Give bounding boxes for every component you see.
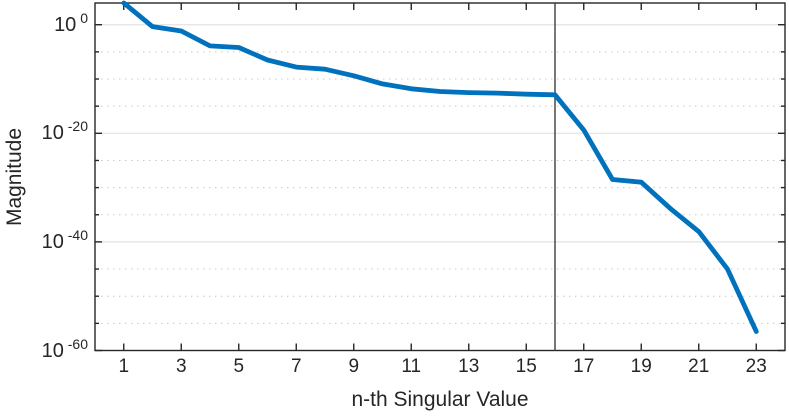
singular-values-line (121, 0, 759, 334)
x-tick-label: 7 (290, 356, 302, 377)
x-tick-label: 3 (175, 356, 187, 377)
x-tick-label: 17 (573, 356, 595, 377)
x-tick-label: 1 (118, 356, 130, 377)
y-tick-exponent: -20 (63, 118, 88, 135)
y-tick-exponent: 0 (76, 9, 88, 26)
y-tick-base: 10 (41, 230, 64, 253)
x-axis-title: n-th Singular Value (351, 388, 529, 411)
y-tick-label: 10 -20 (0, 118, 88, 146)
y-tick-exponent: -40 (63, 226, 88, 243)
y-tick-base: 10 (54, 13, 77, 36)
plot-box (94, 2, 786, 352)
y-tick-label: 10 0 (0, 9, 88, 38)
x-tick-label: 9 (348, 356, 360, 377)
x-tick-label: 13 (458, 356, 480, 377)
x-tick-label: 5 (233, 356, 245, 377)
x-tick-label: 21 (688, 356, 710, 377)
x-tick-label: 23 (745, 356, 767, 377)
x-tick-label: 15 (515, 356, 537, 377)
x-tick-label: 11 (401, 356, 422, 377)
y-tick-base: 10 (41, 122, 64, 145)
y-tick-exponent: -60 (63, 335, 88, 352)
y-tick-label: 10 -40 (0, 226, 88, 255)
y-tick-label: 10 -60 (0, 335, 88, 364)
x-tick-label: 19 (630, 356, 652, 377)
y-tick-base: 10 (41, 339, 64, 362)
